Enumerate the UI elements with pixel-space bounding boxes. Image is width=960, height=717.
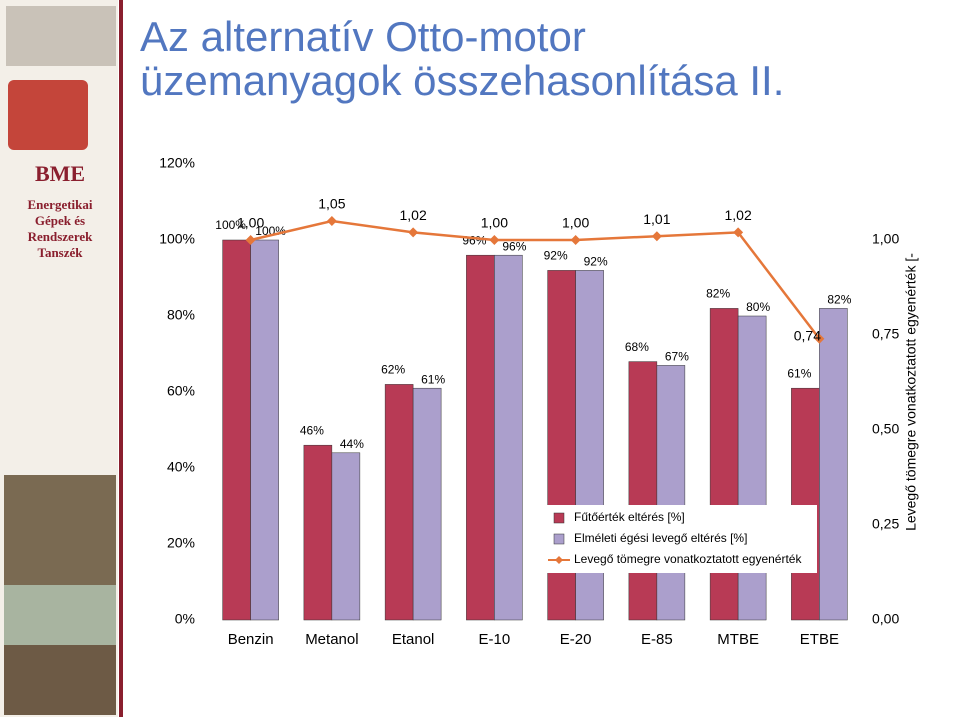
bar <box>628 361 658 621</box>
data-label: 1,02 <box>725 207 752 223</box>
y2-tick-label: 0,25 <box>872 516 899 532</box>
data-label: 0,74 <box>794 328 821 344</box>
legend-label: Fűtőérték eltérés [%] <box>574 510 685 524</box>
bar <box>303 444 333 621</box>
department: Tanszék <box>37 245 83 260</box>
line-marker <box>814 333 825 344</box>
y2-tick-label: 0,75 <box>872 326 899 342</box>
x-tick-label: MTBE <box>717 631 759 648</box>
logo-image <box>8 80 88 150</box>
legend-label: Levegő tömegre vonatkoztatott egyenérték <box>574 552 802 566</box>
data-label: 1,00 <box>237 215 264 231</box>
data-label: 96% <box>462 233 486 247</box>
data-label: 82% <box>827 293 851 307</box>
y-tick-label: 0% <box>175 611 195 627</box>
legend-marker <box>555 556 563 564</box>
data-label: 1,05 <box>318 196 345 212</box>
y-tick-label: 20% <box>167 535 195 551</box>
line <box>250 219 821 340</box>
bar <box>384 384 414 621</box>
y-tick-label: 120% <box>159 155 195 171</box>
machine-image <box>4 645 116 715</box>
legend-label: Elméleti égési levegő eltérés [%] <box>574 531 747 545</box>
slide-title: üzemanyagok összehasonlítása II. <box>140 57 784 104</box>
y-tick-label: 40% <box>167 459 195 475</box>
department: Rendszerek <box>28 229 94 244</box>
legend-box <box>545 505 817 573</box>
data-label: 68% <box>625 340 649 354</box>
chart: 0% 20% 40% 60% 80% 100% 120% 0,00 0,25 0,50 0,75 1,… <box>159 155 919 648</box>
data-label: 61% <box>787 366 811 380</box>
data-label: 1,01 <box>643 211 670 227</box>
data-label: 80% <box>746 300 770 314</box>
bar <box>466 254 495 621</box>
x-tick-label: Etanol <box>392 631 435 648</box>
bar <box>331 452 361 621</box>
x-tick-label: ETBE <box>800 631 839 648</box>
x-tick-label: E-20 <box>560 631 592 648</box>
bar <box>494 254 523 621</box>
bar <box>656 365 686 621</box>
data-label: 1,00 <box>481 215 508 231</box>
bar <box>791 387 820 621</box>
data-label: 96% <box>502 239 526 253</box>
x-tick-label: E-10 <box>479 631 511 648</box>
building-image <box>6 6 116 66</box>
data-label: 1,02 <box>400 207 427 223</box>
data-label: 92% <box>544 249 568 263</box>
line-marker <box>408 227 419 238</box>
bar <box>737 315 767 621</box>
line-marker <box>733 227 744 238</box>
y2-tick-label: 1,00 <box>872 231 899 247</box>
y-tick-label: 80% <box>167 307 195 323</box>
y2-axis-label: Levegő tömegre vonatkoztatott egyenérték… <box>903 253 919 531</box>
data-label: 1,00 <box>562 215 589 231</box>
data-label: 44% <box>340 437 364 451</box>
line-marker <box>651 231 662 242</box>
data-label: 67% <box>665 350 689 364</box>
x-tick-label: Metanol <box>305 631 358 648</box>
y-tick-label: 60% <box>167 383 195 399</box>
x-tick-label: E-85 <box>641 631 673 648</box>
car-image <box>4 585 116 645</box>
department: Gépek és <box>35 213 85 228</box>
y2-tick-label: 0,00 <box>872 611 899 627</box>
line-marker <box>326 216 337 226</box>
legend-swatch <box>553 533 565 545</box>
y2-tick-label: 0,50 <box>872 421 899 437</box>
x-tick-label: Benzin <box>228 631 274 648</box>
data-label: 61% <box>421 372 445 386</box>
data-label: 46% <box>300 423 324 437</box>
bar <box>412 387 442 621</box>
data-label: 92% <box>584 255 608 269</box>
legend-swatch <box>553 512 565 524</box>
data-label: 100% <box>215 218 246 232</box>
line-marker <box>570 235 581 245</box>
line-marker <box>489 235 500 245</box>
data-label: 82% <box>706 287 730 301</box>
y-tick-label: 100% <box>159 231 195 247</box>
line-marker <box>245 235 256 245</box>
bar <box>222 239 251 621</box>
data-label: 62% <box>381 363 405 377</box>
engine-image <box>4 475 116 585</box>
bar <box>250 239 279 621</box>
department: Energetikai <box>28 197 93 212</box>
slide-title: Az alternatív Otto-motor <box>140 13 586 60</box>
logo-text: BME <box>35 161 85 186</box>
bar <box>819 308 848 621</box>
bar <box>709 308 739 621</box>
